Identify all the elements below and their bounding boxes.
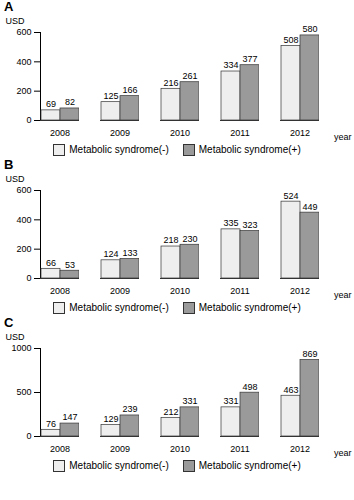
svg-text:year: year <box>334 290 352 300</box>
svg-text:600: 600 <box>16 27 31 37</box>
svg-text:year: year <box>334 448 352 458</box>
html-text:Metabolic syndrome(-): Metabolic syndrome(-) <box>69 301 169 313</box>
svg-text:212: 212 <box>163 407 178 417</box>
svg-text:400: 400 <box>16 215 31 225</box>
svg-text:261: 261 <box>182 71 197 81</box>
svg-text:129: 129 <box>103 414 118 424</box>
svg-text:1000: 1000 <box>11 343 31 353</box>
svg-text:2012: 2012 <box>290 286 310 296</box>
svg-text:2009: 2009 <box>110 128 130 138</box>
html-text:C: C <box>4 315 14 330</box>
html-text:Metabolic syndrome(-): Metabolic syndrome(-) <box>69 459 169 471</box>
svg-text:463: 463 <box>283 385 298 395</box>
svg-text:200: 200 <box>16 86 31 96</box>
svg-text:600: 600 <box>16 185 31 195</box>
svg-text:508: 508 <box>283 35 298 45</box>
html-text:Metabolic syndrome(+): Metabolic syndrome(+) <box>198 301 301 313</box>
svg-text:2011: 2011 <box>230 444 249 454</box>
svg-text:USD: USD <box>6 16 26 26</box>
svg-text:2008: 2008 <box>50 128 70 138</box>
svg-text:331: 331 <box>223 396 238 406</box>
svg-text:133: 133 <box>122 248 137 258</box>
svg-text:0: 0 <box>26 115 31 125</box>
svg-text:147: 147 <box>62 412 77 422</box>
svg-text:218: 218 <box>163 235 178 245</box>
svg-text:2012: 2012 <box>290 444 310 454</box>
svg-text:216: 216 <box>163 78 178 88</box>
svg-text:323: 323 <box>242 220 257 230</box>
svg-text:2008: 2008 <box>50 444 70 454</box>
svg-text:2011: 2011 <box>230 128 249 138</box>
svg-text:334: 334 <box>223 60 238 70</box>
svg-text:869: 869 <box>302 349 317 359</box>
svg-text:200: 200 <box>16 244 31 254</box>
svg-text:166: 166 <box>122 85 137 95</box>
svg-text:0: 0 <box>26 273 31 283</box>
svg-text:82: 82 <box>65 97 75 107</box>
svg-text:66: 66 <box>46 258 56 268</box>
svg-text:524: 524 <box>283 191 298 201</box>
svg-text:449: 449 <box>302 202 317 212</box>
svg-text:USD: USD <box>6 332 26 342</box>
html-text:Metabolic syndrome(+): Metabolic syndrome(+) <box>198 143 301 155</box>
svg-text:335: 335 <box>223 218 238 228</box>
svg-text:2009: 2009 <box>110 286 130 296</box>
svg-text:year: year <box>334 132 352 142</box>
svg-text:69: 69 <box>46 99 56 109</box>
svg-text:53: 53 <box>65 260 75 270</box>
html-text:A: A <box>4 0 14 14</box>
svg-text:76: 76 <box>46 419 56 429</box>
svg-text:2008: 2008 <box>50 286 70 296</box>
html-text:B: B <box>4 157 14 172</box>
svg-text:2010: 2010 <box>170 286 190 296</box>
svg-text:2011: 2011 <box>230 286 249 296</box>
svg-text:125: 125 <box>103 91 118 101</box>
svg-text:USD: USD <box>6 174 26 184</box>
svg-text:0: 0 <box>26 431 31 441</box>
svg-text:580: 580 <box>302 24 317 34</box>
html-text:Metabolic syndrome(+): Metabolic syndrome(+) <box>198 459 301 471</box>
svg-text:2010: 2010 <box>170 128 190 138</box>
svg-text:377: 377 <box>242 54 257 64</box>
svg-text:124: 124 <box>103 249 118 259</box>
svg-text:2012: 2012 <box>290 128 310 138</box>
svg-text:2010: 2010 <box>170 444 190 454</box>
svg-text:230: 230 <box>182 234 197 244</box>
svg-text:239: 239 <box>122 404 137 414</box>
html-text:Metabolic syndrome(-): Metabolic syndrome(-) <box>69 143 169 155</box>
svg-text:2009: 2009 <box>110 444 130 454</box>
svg-text:400: 400 <box>16 57 31 67</box>
svg-text:498: 498 <box>242 382 257 392</box>
svg-text:500: 500 <box>16 387 31 397</box>
svg-text:331: 331 <box>182 396 197 406</box>
